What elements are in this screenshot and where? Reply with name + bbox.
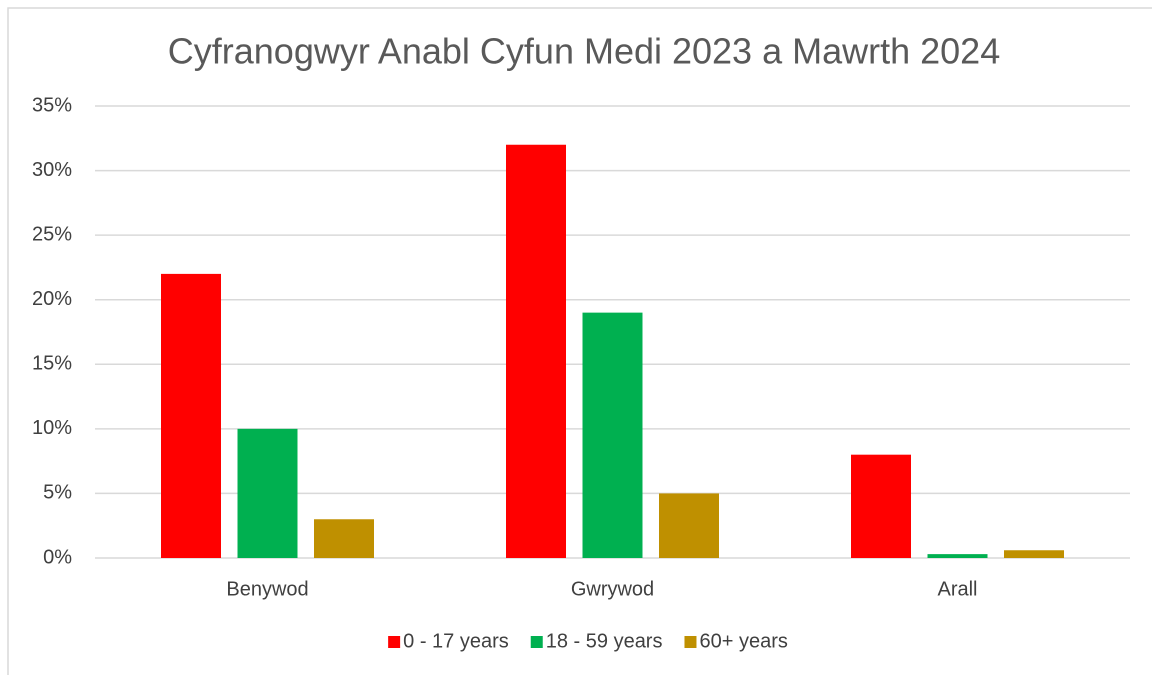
y-tick-label: 0% (43, 546, 72, 568)
y-tick-label: 5% (43, 482, 72, 504)
bar (927, 554, 988, 558)
x-tick-label: Benywod (226, 578, 308, 600)
bar (1004, 550, 1064, 558)
bar (659, 493, 719, 558)
chart-title: Cyfranogwyr Anabl Cyfun Medi 2023 a Mawr… (168, 31, 1000, 72)
bar (851, 454, 911, 558)
y-tick-label: 15% (32, 353, 72, 375)
bar (314, 519, 374, 558)
legend-swatch (388, 636, 401, 648)
x-tick-label: Arall (937, 578, 977, 600)
bar (161, 273, 221, 558)
legend: 0 - 17 years 18 - 59 years 60+ years (388, 630, 788, 652)
x-tick-label: Gwrywod (571, 578, 654, 600)
y-tick-label: 30% (32, 159, 72, 181)
bar (237, 428, 298, 558)
y-tick-label: 10% (32, 417, 72, 439)
legend-label: 18 - 59 years (546, 630, 663, 652)
legend-label: 60+ years (699, 630, 787, 652)
legend-swatch (530, 636, 543, 648)
legend-label: 0 - 17 years (403, 630, 509, 652)
y-tick-label: 25% (32, 223, 72, 245)
bar (582, 312, 643, 558)
bar (506, 144, 566, 558)
y-tick-label: 20% (32, 288, 72, 310)
y-tick-label: 35% (32, 94, 72, 116)
legend-swatch (684, 636, 697, 648)
